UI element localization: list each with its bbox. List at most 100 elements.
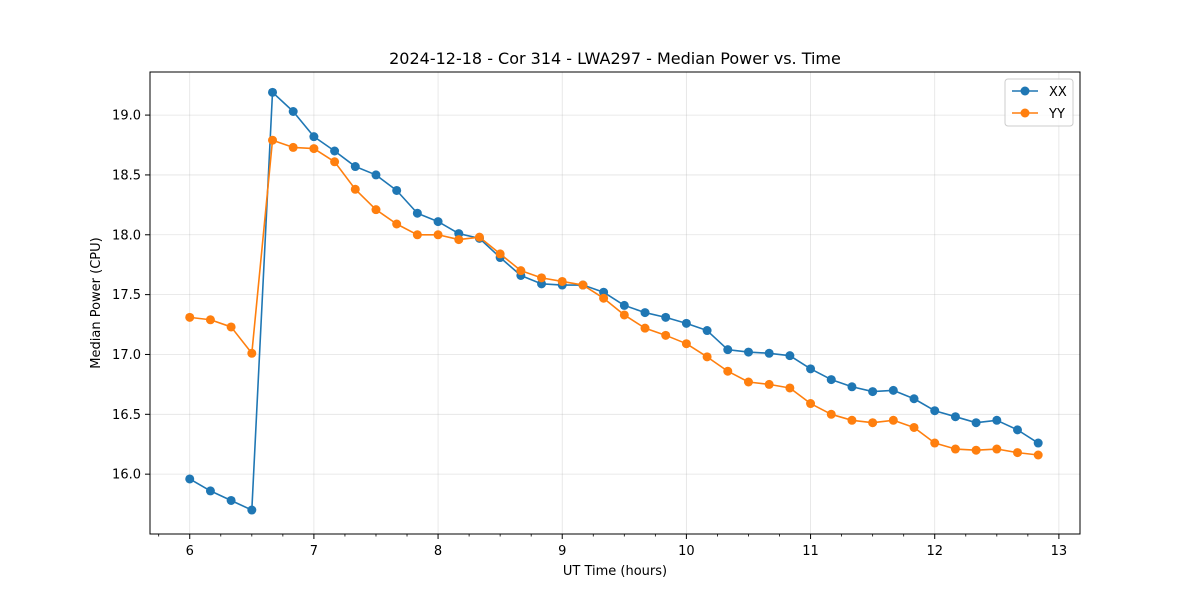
chart-title: 2024-12-18 - Cor 314 - LWA297 - Median P… <box>389 49 841 68</box>
data-point-xx <box>785 351 795 361</box>
data-point-xx <box>992 415 1002 425</box>
y-tick-label: 17.5 <box>112 288 141 303</box>
data-point-xx <box>743 347 753 357</box>
x-tick-label: 8 <box>434 544 442 559</box>
legend-swatch-marker <box>1020 108 1030 118</box>
data-point-xx <box>868 387 878 397</box>
data-point-yy <box>661 330 671 340</box>
data-point-yy <box>537 273 547 283</box>
data-point-yy <box>599 293 609 303</box>
data-point-xx <box>288 106 298 116</box>
series-xx <box>185 87 1043 515</box>
data-point-yy <box>268 135 278 145</box>
data-point-yy <box>226 322 236 332</box>
data-point-yy <box>681 339 691 349</box>
data-point-xx <box>412 208 422 218</box>
y-axis-label: Median Power (CPU) <box>89 237 104 368</box>
data-point-yy <box>495 249 505 259</box>
data-point-yy <box>702 352 712 362</box>
data-point-xx <box>619 300 629 310</box>
data-point-yy <box>371 205 381 215</box>
legend-label-yy: YY <box>1048 107 1065 122</box>
data-point-yy <box>330 157 340 167</box>
data-point-yy <box>723 366 733 376</box>
data-point-xx <box>350 162 360 172</box>
data-point-xx <box>268 87 278 97</box>
data-point-xx <box>909 394 919 404</box>
legend-entry-xx: XX <box>1012 85 1067 100</box>
x-tick-label: 6 <box>186 544 194 559</box>
data-point-yy <box>557 276 567 286</box>
x-tick-label: 10 <box>678 544 695 559</box>
x-tick-label: 9 <box>558 544 566 559</box>
data-point-yy <box>185 312 195 322</box>
data-point-yy <box>288 142 298 152</box>
data-point-yy <box>578 280 588 290</box>
data-point-xx <box>640 308 650 318</box>
data-point-xx <box>723 345 733 355</box>
data-point-xx <box>888 385 898 395</box>
data-point-xx <box>1013 425 1023 435</box>
data-point-xx <box>330 146 340 156</box>
data-point-yy <box>806 399 816 409</box>
data-point-yy <box>640 323 650 333</box>
data-point-yy <box>350 184 360 194</box>
data-point-xx <box>1033 438 1043 448</box>
legend: XX YY <box>1004 78 1074 127</box>
data-point-xx <box>847 382 857 392</box>
data-point-yy <box>743 377 753 387</box>
data-point-yy <box>412 230 422 240</box>
x-tick-label: 7 <box>310 544 318 559</box>
data-point-yy <box>619 310 629 320</box>
data-point-xx <box>806 364 816 374</box>
data-point-xx <box>247 505 257 515</box>
data-point-yy <box>205 315 215 325</box>
data-point-yy <box>992 444 1002 454</box>
data-point-yy <box>909 422 919 432</box>
y-tick-label: 18.5 <box>112 168 141 183</box>
data-point-xx <box>764 348 774 358</box>
legend-entry-yy: YY <box>1012 107 1065 122</box>
data-point-xx <box>205 486 215 496</box>
data-point-yy <box>516 266 526 276</box>
data-point-yy <box>826 409 836 419</box>
data-point-xx <box>309 132 319 142</box>
x-axis-label: UT Time (hours) <box>563 564 667 579</box>
data-point-yy <box>454 235 464 245</box>
y-tick-label: 18.0 <box>112 228 141 243</box>
y-tick-label: 16.5 <box>112 408 141 423</box>
data-point-xx <box>950 412 960 422</box>
data-point-xx <box>971 418 981 428</box>
data-point-yy <box>971 445 981 455</box>
data-point-yy <box>1013 448 1023 458</box>
data-point-xx <box>392 185 402 195</box>
plot-area-frame <box>149 71 1081 535</box>
y-tick-label: 17.0 <box>112 348 141 363</box>
data-point-xx <box>433 217 443 227</box>
y-tick-label: 16.0 <box>112 468 141 483</box>
data-point-yy <box>950 444 960 454</box>
axis-ticks: 6 7 8 9 10 11 12 13 16.0 16.5 17.0 17.5 18.0 18.5 19.0 <box>112 109 1067 559</box>
legend-label-xx: XX <box>1049 85 1067 100</box>
grid-lines <box>150 72 1080 534</box>
series-lines <box>185 87 1043 515</box>
data-point-yy <box>930 438 940 448</box>
data-point-yy <box>764 379 774 389</box>
data-point-xx <box>226 495 236 505</box>
data-point-yy <box>1033 450 1043 460</box>
x-tick-label: 12 <box>926 544 943 559</box>
legend-swatch-marker <box>1020 86 1030 96</box>
data-point-xx <box>681 318 691 328</box>
data-point-yy <box>847 415 857 425</box>
data-point-xx <box>826 375 836 385</box>
data-point-xx <box>661 312 671 322</box>
data-point-xx <box>930 406 940 416</box>
data-point-yy <box>474 232 484 242</box>
data-point-yy <box>433 230 443 240</box>
data-point-xx <box>185 474 195 484</box>
data-point-yy <box>868 418 878 428</box>
data-point-yy <box>309 144 319 154</box>
data-point-yy <box>247 348 257 358</box>
